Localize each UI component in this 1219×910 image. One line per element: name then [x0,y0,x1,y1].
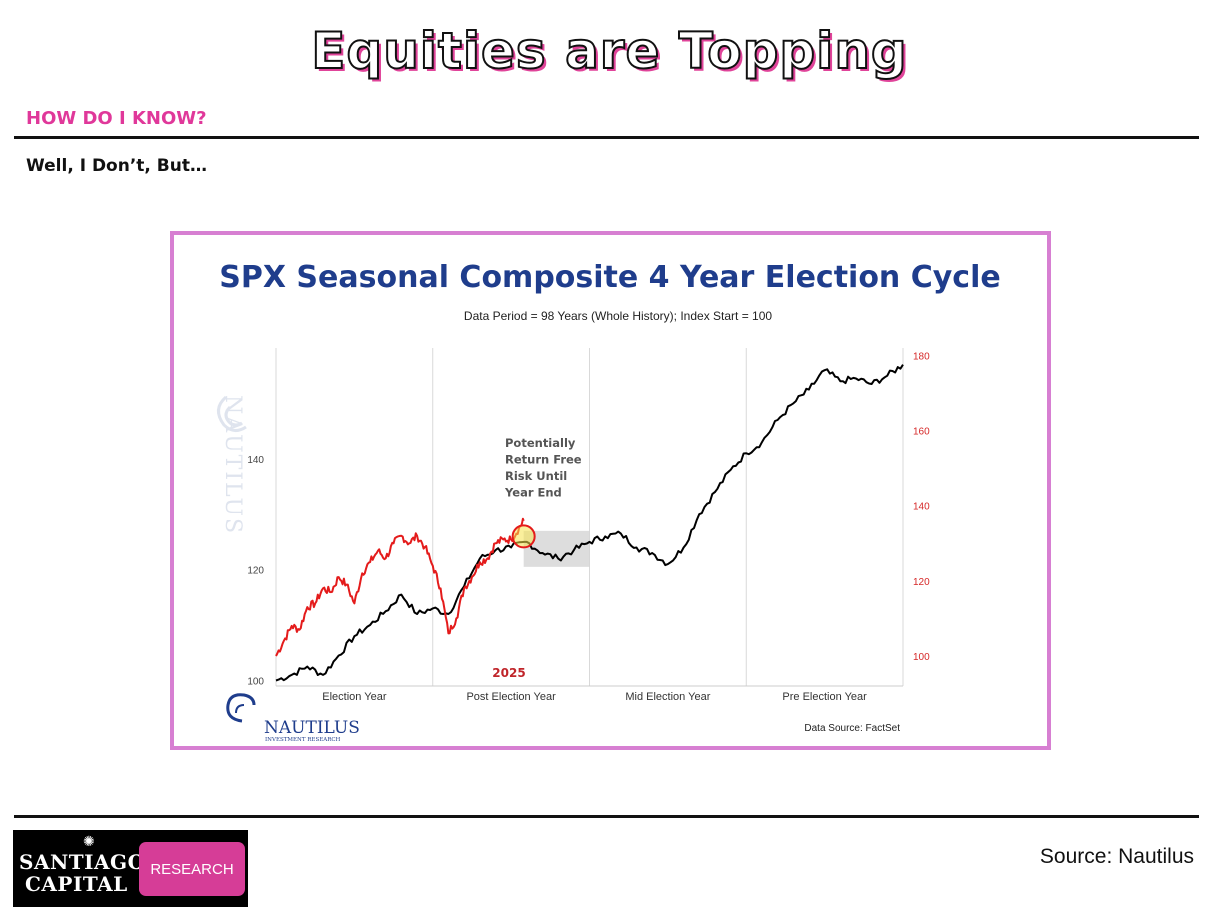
category-label: Post Election Year [466,691,556,703]
right-tick-label: 180 [913,352,930,363]
chart-frame: NAUTILUS SPX Seasonal Composite 4 Year E… [170,231,1051,750]
highlight-circle [511,524,536,549]
election-cycle-chart: NAUTILUS SPX Seasonal Composite 4 Year E… [217,260,1001,743]
series-lines [275,364,904,682]
left-tick-label: 100 [247,676,264,687]
composite-series-line [275,364,904,682]
nautilus-logo-text: NAUTILUS [264,718,360,738]
left-axis: 100 120 140 [247,455,264,688]
watermark-emblem [217,395,247,432]
sunburst-icon: ✺ [83,834,95,850]
research-badge: RESEARCH [139,842,245,896]
nautilus-swirl-icon [226,693,256,723]
category-label: Mid Election Year [625,691,710,703]
right-tick-label: 160 [913,427,930,438]
subheading: Well, I Don’t, But… [26,156,207,176]
data-source: Data Source: FactSet [804,723,900,734]
right-tick-label: 120 [913,577,930,588]
watermark-logo: NAUTILUS [220,395,245,535]
annotation-line: Potentially [505,436,576,450]
slide-title: Equities are Topping [310,21,908,81]
category-label: Election Year [322,691,387,703]
nautilus-logo-subtext: INVESTMENT RESEARCH [265,737,341,743]
right-tick-label: 100 [913,652,930,663]
left-tick-label: 120 [247,566,264,577]
annotation-line: Return Free [505,453,582,467]
logo-line-1: SANTIAGO [19,850,146,874]
chart-title: SPX Seasonal Composite 4 Year Election C… [219,260,1000,295]
x-axis-labels: Election Year Post Election Year Mid Elect… [322,691,867,703]
category-label: Pre Election Year [782,691,867,703]
right-tick-label: 140 [913,502,930,513]
vertical-gridlines [275,348,904,687]
right-axis: 100 120 140 160 180 [913,352,930,663]
annotation-line: Risk Until [505,469,567,483]
chart-subtitle: Data Period = 98 Years (Whole History); … [464,309,772,323]
annotation-line: Year End [504,486,562,500]
logo-line-2: CAPITAL [25,872,128,896]
kicker-heading: HOW DO I KNOW? [26,108,207,129]
current-year-series-line [275,517,525,657]
year-label: 2025 [492,666,525,680]
nautilus-logo: NAUTILUS INVESTMENT RESEARCH [226,693,360,743]
source-note: Source: Nautilus [1039,845,1194,868]
santiago-capital-logo: ✺ SANTIAGO CAPITAL RESEARCH [13,830,248,907]
bottom-divider [14,815,1199,818]
left-tick-label: 140 [247,455,264,466]
annotation-text: Potentially Return Free Risk Until Year End [504,436,582,500]
top-divider [14,136,1199,139]
